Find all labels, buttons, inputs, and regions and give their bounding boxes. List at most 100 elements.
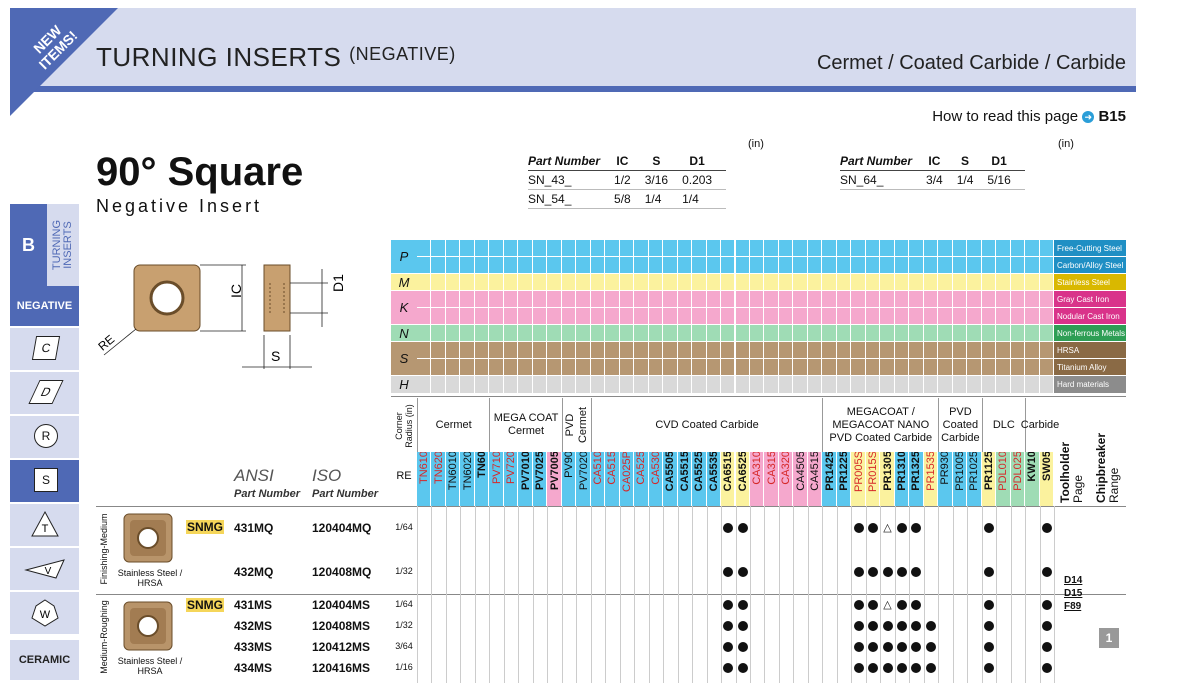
grid-cell: [981, 291, 997, 308]
grid-cell: [807, 325, 823, 342]
product-title: 90° Square: [96, 150, 304, 194]
toolholder-pages: D14 D15 F89: [1064, 574, 1082, 613]
grid-cell: [663, 359, 678, 376]
column-line: [648, 506, 650, 683]
corner-radius-value: 1/16: [395, 662, 413, 672]
shape-r-button[interactable]: R: [10, 414, 79, 458]
grid-cell: [880, 257, 895, 274]
grid-cell: [445, 376, 461, 394]
column-line: [967, 506, 969, 683]
grid-cell: [706, 257, 721, 274]
grid-cell: [417, 308, 432, 325]
grid-cell: [836, 291, 852, 308]
grid-cell: [561, 257, 577, 274]
grade-pdl025: PDL025: [1010, 452, 1026, 506]
material-legend: Stainless Steel: [1054, 274, 1126, 291]
grid-cell: [605, 240, 620, 257]
section-b-tab[interactable]: B: [10, 204, 47, 286]
grid-cell: [793, 359, 808, 376]
column-line: [561, 506, 563, 683]
insert-diagram: IC RE D1 S: [96, 264, 346, 369]
how-to-read-link[interactable]: How to read this page ➜ B15: [932, 108, 1126, 125]
turning-inserts-tab[interactable]: TURNING INSERTS: [47, 204, 79, 286]
negative-tab[interactable]: NEGATIVE: [10, 286, 79, 326]
grid-cell: [692, 325, 707, 342]
grid-cell: [561, 291, 577, 308]
grid-cell: [692, 291, 707, 308]
dot-icon: [925, 642, 936, 652]
dot-icon: [911, 600, 922, 610]
grid-cell: [677, 257, 693, 274]
dot-icon: [896, 600, 907, 610]
grid-cell: [547, 325, 562, 342]
dot-icon: [882, 663, 893, 673]
grid-cell: [518, 240, 533, 257]
toolholder-link-f89[interactable]: F89: [1064, 601, 1082, 612]
grid-cell: [547, 376, 562, 394]
dot-icon: [925, 663, 936, 673]
spec-table-2: Part Number IC S D1 SN_64_ 3/4 1/4 5/16: [840, 152, 1025, 190]
column-line: [851, 506, 853, 683]
grid-cell: [851, 325, 866, 342]
grid-cell: [894, 359, 910, 376]
grid-cell: [561, 342, 577, 359]
grid-cell: [489, 257, 504, 274]
grid-cell: [923, 308, 939, 325]
grade-pr1535: PR1535: [923, 452, 939, 506]
iso-part-number: 120404MQ: [312, 521, 372, 535]
toolholder-link-d14[interactable]: D14: [1064, 575, 1083, 586]
chipbreaker-header: Chipbreaker Range: [1094, 432, 1121, 503]
grade-ca515: CA515: [605, 452, 620, 506]
grid-cell: [778, 308, 794, 325]
dot-icon: [868, 523, 879, 533]
header-bar: [10, 8, 1136, 90]
column-line: [663, 506, 665, 683]
shape-s-button[interactable]: S: [10, 458, 79, 502]
grid-cell: [967, 257, 982, 274]
shape-c-button[interactable]: C: [10, 326, 79, 370]
grid-cell: [735, 257, 750, 274]
grid-cell: [865, 342, 881, 359]
grid-cell: [880, 376, 895, 394]
grid-cell: [1039, 257, 1054, 274]
grid-cell: [952, 274, 968, 291]
grid-cell: [605, 342, 620, 359]
dot-icon: [868, 600, 879, 610]
grid-cell: [880, 240, 895, 257]
grid-cell: [561, 325, 577, 342]
grid-cell: [590, 376, 606, 394]
dot-icon: [896, 621, 907, 631]
toolholder-link-d15[interactable]: D15: [1064, 588, 1083, 599]
grid-cell: [822, 291, 837, 308]
grid-cell: [952, 359, 968, 376]
grid-cell: [967, 291, 982, 308]
grid-cell: [952, 342, 968, 359]
grade-ca315: CA315: [764, 452, 779, 506]
shape-w-button[interactable]: W: [10, 590, 79, 634]
grade-tn6010: TN6010: [445, 452, 461, 506]
grid-cell: [547, 240, 562, 257]
ceramic-tab[interactable]: CERAMIC: [10, 640, 79, 680]
grid-cell: [619, 342, 635, 359]
iso-part-number-header: Part Number: [312, 488, 379, 500]
grid-cell: [518, 342, 533, 359]
dot-icon: [853, 642, 864, 652]
shape-t-button[interactable]: T: [10, 502, 79, 546]
grade-pv720: PV720: [503, 452, 519, 506]
snmg-mq-insert-image: [123, 513, 173, 563]
grid-cell: [952, 325, 968, 342]
material-legend: Free-Cutting Steel: [1054, 240, 1126, 257]
shape-v-button[interactable]: V: [10, 546, 79, 590]
grid-cell: [793, 308, 808, 325]
grid-cell: [532, 308, 548, 325]
shape-d-button[interactable]: D: [10, 370, 79, 414]
grid-cell: [996, 291, 1011, 308]
grid-cell: [489, 274, 504, 291]
grid-cell: [778, 376, 794, 394]
dot-icon: [911, 567, 922, 577]
grid-cell: [909, 291, 924, 308]
grid-cell: [967, 308, 982, 325]
material-code-p: P: [391, 240, 417, 274]
grade-ca5515: CA5515: [677, 452, 693, 506]
grade-pr1310: PR1310: [894, 452, 910, 506]
